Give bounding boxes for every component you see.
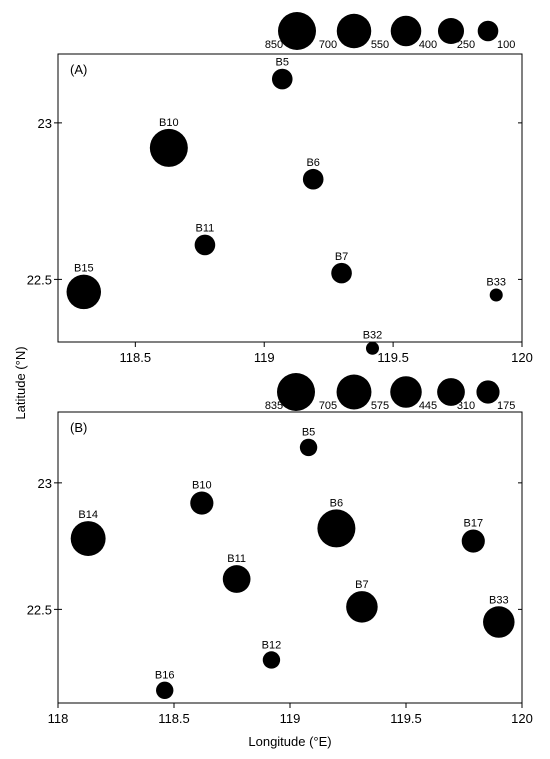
panel-b-x-tick-label: 119.5: [390, 711, 422, 726]
panel-b-frame: [57, 411, 523, 704]
panel-a-station-label: B15: [74, 263, 94, 275]
panel-a-legend-bubble: [437, 17, 465, 45]
panel-a-bubble-b15: [66, 274, 102, 310]
panel-b-legend-bubble: [437, 378, 465, 406]
panel-b-legend-label: 835: [265, 400, 283, 412]
panel-a-legend-bubble: [278, 12, 316, 50]
panel-b-station-label: B10: [192, 480, 212, 492]
panel-b-legend-label: 445: [419, 400, 437, 412]
panel-b-bubble-b17: [461, 529, 485, 553]
panel-a-station-label: B11: [196, 223, 215, 235]
panel-b-bubble-b12: [262, 651, 281, 669]
panel-b-x-tick-label: 118.5: [158, 711, 190, 726]
panel-a-x-tick-label: 119.5: [377, 350, 409, 365]
panel-b-bubble-b5: [299, 438, 318, 457]
panel-b-station-label: B33: [489, 594, 509, 606]
panel-b-bubble-b14: [70, 521, 106, 556]
panel-b-legend-label: 575: [371, 400, 389, 412]
panel-b-x-tick-label: 119: [280, 711, 301, 726]
panel-a-station-label: B6: [306, 157, 319, 169]
panel-a-legend-label: 700: [319, 39, 337, 51]
panel-a-bubble-b7: [331, 262, 352, 284]
panel-b-legend-label: 310: [457, 400, 475, 412]
panel-a-station-label: B33: [486, 277, 506, 289]
x-axis-label: Longitude (°E): [248, 734, 331, 749]
panel-b-legend-bubble: [336, 374, 372, 410]
panel-b-station-label: B5: [302, 427, 315, 439]
panel-b-y-tick-label: 23: [38, 476, 52, 491]
panel-a-legend-label: 550: [371, 39, 389, 51]
panel-a-bubble-b10: [149, 128, 188, 167]
panel-b-station-label: B17: [463, 517, 483, 529]
panel-a-legend-label: 850: [265, 39, 283, 51]
panel-a-y-tick-label: 22.5: [27, 272, 52, 287]
panel-a-station-label: B5: [276, 57, 289, 69]
panel-b-bubble-b16: [156, 681, 174, 700]
panel-a-station-label: B10: [159, 117, 179, 129]
panel-b-bubble-b11: [222, 565, 251, 593]
panel-b-station-label: B7: [355, 579, 368, 591]
panel-b-legend-label: 175: [497, 400, 515, 412]
panel-b-bubble-b10: [190, 491, 214, 515]
panel-a-station-label: B7: [335, 251, 348, 263]
panel-b-legend-bubble: [480, 385, 498, 403]
panel-a-legend-label: 100: [497, 39, 515, 51]
panel-a-legend-bubble: [390, 15, 422, 47]
panel-a-bubble-b6: [302, 168, 324, 190]
panel-a-frame: [57, 53, 523, 343]
panel-a-bubble-b33: [489, 288, 503, 302]
y-axis-label: Latitude (°N): [13, 346, 28, 419]
panel-b-station-label: B16: [155, 670, 175, 682]
panel-a-station-label: B32: [363, 330, 383, 342]
panel-b-x-tick-label: 118: [48, 711, 69, 726]
panel-b-x-tick-label: 120: [511, 711, 533, 726]
panel-a-legend-bubble: [336, 13, 372, 49]
panel-b-legend-label: 705: [319, 400, 337, 412]
panel-b-station-label: B6: [330, 497, 343, 509]
panel-b-label: (B): [70, 420, 87, 435]
panel-a-bubble-b5: [271, 68, 293, 90]
panel-b-station-label: B14: [78, 509, 98, 521]
panel-b-legend-bubble: [390, 376, 422, 408]
panel-b-y-tick-label: 22.5: [27, 602, 52, 617]
panel-a-legend-bubble: [482, 26, 496, 40]
panel-a-x-tick-label: 118.5: [120, 350, 152, 365]
panel-b-station-label: B11: [227, 553, 246, 565]
panel-b-legend-bubble: [277, 373, 315, 411]
panel-a-y-tick-label: 23: [38, 116, 52, 131]
panel-a-x-tick-label: 120: [511, 350, 533, 365]
panel-b-bubble-b7: [346, 591, 378, 623]
panel-a-x-tick-label: 119: [254, 350, 275, 365]
panel-a-label: (A): [70, 62, 87, 77]
panel-b-station-label: B12: [262, 639, 282, 651]
panel-a-legend-label: 250: [457, 39, 475, 51]
panel-a-bubble-b11: [194, 234, 216, 256]
panel-a-bubble-b32: [365, 341, 380, 355]
panel-b-bubble-b6: [317, 509, 356, 548]
panel-b-bubble-b33: [483, 606, 515, 638]
panel-a-legend-label: 400: [419, 39, 437, 51]
